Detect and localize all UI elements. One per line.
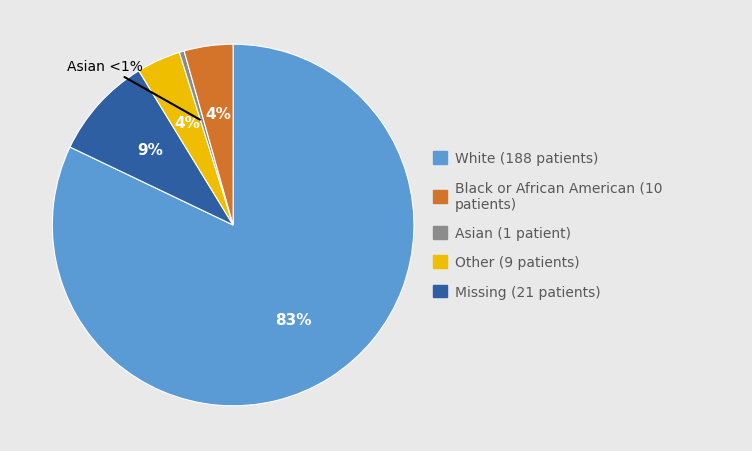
- Wedge shape: [139, 53, 233, 226]
- Text: 4%: 4%: [205, 107, 231, 122]
- Legend: White (188 patients), Black or African American (10
patients), Asian (1 patient): White (188 patients), Black or African A…: [427, 147, 668, 304]
- Text: Asian <1%: Asian <1%: [67, 60, 200, 120]
- Wedge shape: [53, 45, 414, 406]
- Wedge shape: [70, 72, 233, 226]
- Text: 9%: 9%: [137, 143, 163, 158]
- Text: 83%: 83%: [274, 313, 311, 327]
- Wedge shape: [184, 45, 233, 226]
- Wedge shape: [180, 52, 233, 226]
- Text: 4%: 4%: [174, 116, 200, 131]
